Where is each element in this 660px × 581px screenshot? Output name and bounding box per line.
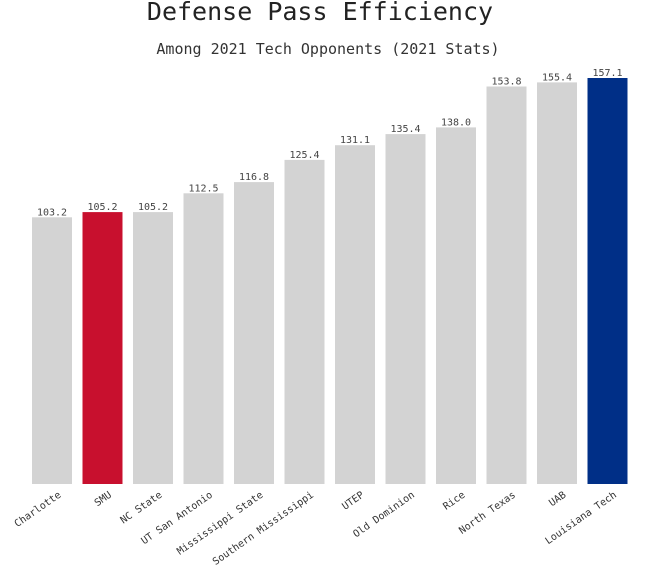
bar bbox=[587, 78, 628, 484]
plot-area: 103.2 Charlotte 105.2 SMU 105.2 NC State 112.5… bbox=[13, 68, 628, 568]
x-tick-label: UAB bbox=[547, 490, 568, 509]
bar bbox=[486, 86, 527, 484]
bar-value-label: 112.5 bbox=[188, 183, 218, 194]
bar-value-label: 153.8 bbox=[491, 77, 521, 88]
bar-value-label: 155.4 bbox=[542, 72, 572, 83]
x-tick-label: Rice bbox=[441, 490, 467, 513]
bar-value-label: 103.2 bbox=[37, 207, 67, 218]
bar-value-label: 105.2 bbox=[87, 202, 117, 213]
bar-value-label: 138.0 bbox=[441, 117, 471, 128]
x-tick-label: Southern Mississippi bbox=[211, 490, 316, 568]
bar bbox=[183, 193, 224, 485]
chart-subtitle: Among 2021 Tech Opponents (2021 Stats) bbox=[156, 40, 499, 58]
bar bbox=[133, 212, 173, 484]
x-tick-label: Mississippi State bbox=[175, 490, 265, 558]
bar-value-label: 131.1 bbox=[340, 135, 370, 146]
bar bbox=[335, 145, 375, 484]
x-tick-label: NC State bbox=[119, 490, 165, 527]
bar bbox=[436, 127, 476, 485]
bar bbox=[284, 159, 325, 484]
bar bbox=[82, 212, 123, 484]
bar bbox=[234, 182, 274, 484]
x-tick-label: SMU bbox=[93, 490, 114, 509]
bar-value-label: 125.4 bbox=[289, 150, 319, 161]
bar bbox=[32, 217, 72, 485]
bar-value-label: 116.8 bbox=[239, 172, 269, 183]
bar bbox=[537, 82, 577, 485]
bar-value-label: 157.1 bbox=[592, 68, 622, 79]
bar-value-label: 135.4 bbox=[390, 124, 420, 135]
x-tick-label: Charlotte bbox=[13, 490, 64, 530]
x-tick-label: UTEP bbox=[340, 490, 366, 513]
bar-value-label: 105.2 bbox=[138, 202, 168, 213]
chart-title: Defense Pass Efficiency bbox=[147, 0, 493, 26]
x-tick-label: North Texas bbox=[457, 490, 518, 537]
bar bbox=[385, 134, 426, 484]
